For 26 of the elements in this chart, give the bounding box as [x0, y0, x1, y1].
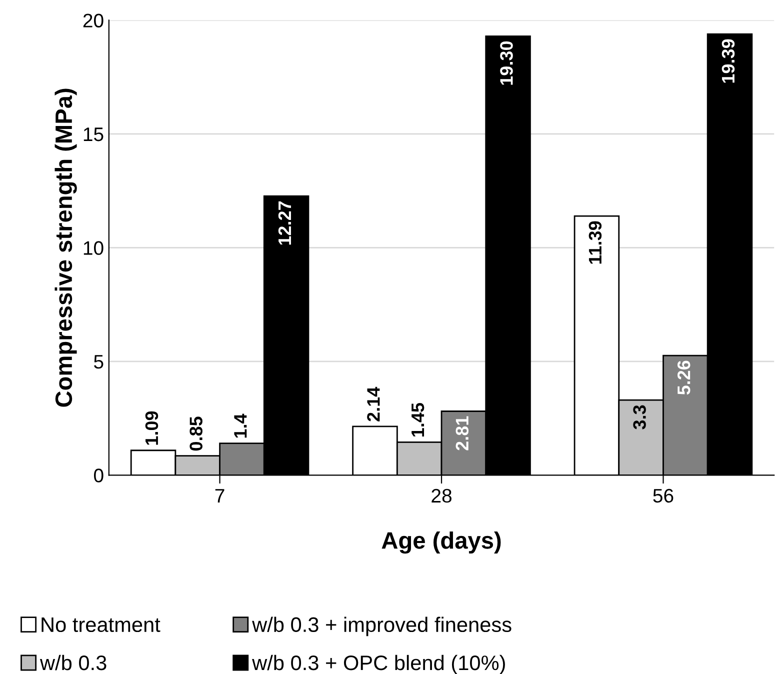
data-label: 2.14 [367, 386, 380, 422]
legend-label: w/b 0.3 + improved fineness [252, 616, 512, 636]
data-label: 1.4 [234, 414, 247, 438]
data-label: 5.26 [677, 360, 690, 395]
data-label: 19.30 [500, 41, 513, 85]
data-label: 0.85 [190, 416, 202, 451]
data-label: 1.09 [145, 411, 158, 445]
data-label: 1.45 [412, 403, 424, 436]
data-label: 19.39 [722, 39, 735, 83]
x-tick-label: 56 [653, 488, 674, 503]
legend-label: No treatment [42, 618, 160, 632]
x-tick-label: 28 [432, 488, 452, 503]
y-tick-label: 0 [94, 468, 104, 482]
y-tick-label: 15 [84, 128, 104, 142]
x-tick-label: 7 [215, 489, 224, 502]
x-axis-title: Age (days) [382, 531, 501, 554]
y-tick-label: 10 [84, 241, 104, 255]
y-tick-label: 5 [94, 355, 104, 369]
data-label: 3.3 [633, 405, 646, 430]
legend-label: w/b 0.3 + OPC blend (10%) [252, 654, 505, 674]
data-label: 12.27 [278, 201, 291, 245]
legend-label: w/b 0.3 [40, 654, 106, 670]
y-tick-label: 20 [83, 14, 104, 28]
y-axis-title: Compressive strength (MPa) [54, 88, 77, 407]
data-label: 11.39 [588, 221, 602, 264]
data-label: 2.81 [456, 416, 469, 450]
